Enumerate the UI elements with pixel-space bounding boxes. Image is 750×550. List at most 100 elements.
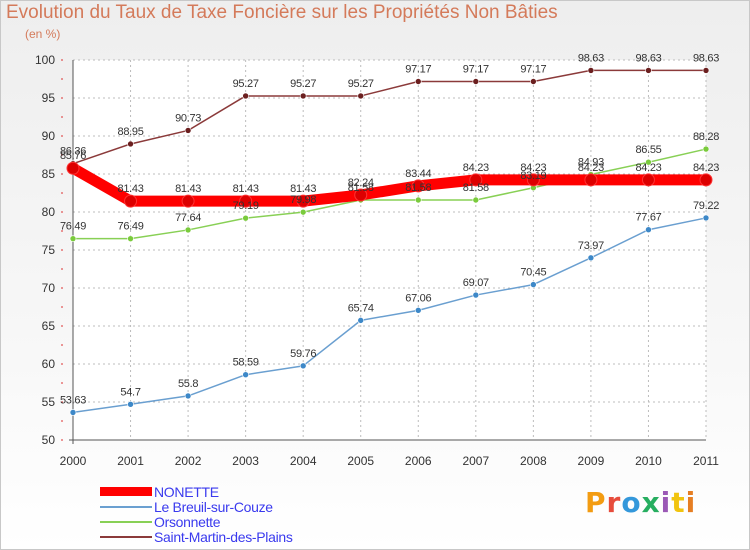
data-point-orsonnette (184, 226, 192, 234)
y-tick-label: 95 (42, 91, 56, 105)
logo-letter: P (585, 486, 607, 519)
data-label-nonette: 82.24 (348, 177, 374, 189)
data-label-le-breuil-sur-couze: 58.59 (233, 357, 259, 369)
data-point-saint-martin-des-plains (702, 67, 710, 74)
logo-letter: o (621, 486, 642, 519)
data-label-saint-martin-des-plains: 95.27 (290, 78, 316, 90)
data-point-nonette (66, 161, 80, 175)
data-point-saint-martin-des-plains (414, 78, 422, 85)
y-tick-label: 55 (42, 395, 56, 409)
legend-swatch-le-breuil-sur-couze (100, 505, 152, 508)
data-point-nonette (584, 173, 598, 187)
x-tick-label: 2008 (520, 454, 547, 468)
legend-label-le-breuil-sur-couze: Le Breuil-sur-Couze (154, 498, 273, 515)
legend-item-saint-martin-des-plains: Saint-Martin-des-Plains (100, 528, 293, 545)
data-point-le-breuil-sur-couze (587, 254, 595, 262)
data-label-saint-martin-des-plains: 95.27 (348, 78, 374, 90)
data-point-le-breuil-sur-couze (299, 362, 307, 370)
data-point-nonette (641, 173, 655, 187)
data-point-le-breuil-sur-couze (530, 281, 537, 288)
data-label-saint-martin-des-plains: 88.95 (118, 126, 144, 138)
x-tick-label: 2002 (175, 454, 202, 468)
data-point-nonette (124, 194, 138, 208)
data-label-saint-martin-des-plains: 98.63 (578, 52, 604, 64)
data-point-nonette (469, 173, 483, 187)
data-label-le-breuil-sur-couze: 73.97 (578, 240, 604, 252)
y-tick-label: 65 (42, 319, 56, 333)
data-point-nonette (296, 194, 310, 208)
x-tick-label: 2011 (693, 454, 719, 468)
data-point-saint-martin-des-plains (472, 78, 480, 85)
data-label-orsonnette: 83.19 (520, 170, 546, 182)
x-tick-label: 2004 (290, 454, 317, 468)
data-point-saint-martin-des-plains (242, 92, 249, 100)
y-tick-label: 60 (42, 357, 56, 371)
data-label-le-breuil-sur-couze: 70.45 (520, 267, 546, 279)
data-point-orsonnette (645, 158, 652, 166)
data-point-saint-martin-des-plains (127, 140, 134, 148)
x-tick-label: 2003 (232, 454, 259, 468)
y-tick-label: 75 (42, 243, 56, 257)
data-point-le-breuil-sur-couze (357, 317, 365, 324)
data-label-saint-martin-des-plains: 86.36 (60, 146, 86, 158)
legend: NONETTE Le Breuil-sur-Couze Orsonnette S… (100, 483, 293, 545)
data-point-le-breuil-sur-couze (472, 291, 480, 299)
y-tick-label: 50 (42, 433, 56, 447)
data-label-le-breuil-sur-couze: 69.07 (463, 277, 489, 289)
data-label-nonette: 83.44 (405, 168, 431, 180)
data-label-nonette: 81.43 (175, 183, 201, 195)
data-point-le-breuil-sur-couze (242, 371, 249, 379)
data-point-le-breuil-sur-couze (127, 400, 134, 408)
data-point-orsonnette (299, 208, 307, 216)
data-point-le-breuil-sur-couze (69, 409, 77, 416)
x-tick-label: 2005 (347, 454, 374, 468)
x-tick-label: 2000 (60, 454, 87, 468)
data-label-nonette: 81.43 (118, 183, 144, 195)
data-point-orsonnette (127, 235, 134, 242)
data-label-saint-martin-des-plains: 98.63 (635, 52, 661, 64)
data-label-orsonnette: 86.55 (635, 144, 661, 156)
data-point-orsonnette (472, 196, 480, 204)
data-label-saint-martin-des-plains: 97.17 (405, 64, 431, 76)
data-label-le-breuil-sur-couze: 65.74 (348, 302, 374, 314)
legend-label-saint-martin-des-plains: Saint-Martin-des-Plains (154, 528, 293, 545)
y-tick-label: 90 (42, 129, 56, 143)
data-point-le-breuil-sur-couze (414, 307, 422, 314)
chart-title: Evolution du Taux de Taxe Foncière sur l… (6, 2, 558, 23)
x-tick-label: 2001 (117, 454, 144, 468)
data-point-le-breuil-sur-couze (645, 226, 652, 234)
y-tick-label: 70 (42, 281, 56, 295)
legend-item-orsonnette: Orsonnette (100, 513, 293, 530)
data-point-le-breuil-sur-couze (702, 214, 710, 222)
data-label-nonette: 84.23 (520, 162, 546, 174)
data-label-le-breuil-sur-couze: 54.7 (120, 386, 140, 398)
data-point-saint-martin-des-plains (357, 92, 365, 100)
legend-swatch-orsonnette (100, 520, 152, 523)
data-point-orsonnette (69, 235, 77, 242)
data-label-orsonnette: 77.64 (175, 212, 201, 224)
data-label-orsonnette: 79.19 (233, 200, 259, 212)
legend-item-le-breuil-sur-couze: Le Breuil-sur-Couze (100, 498, 293, 515)
data-label-orsonnette: 79.98 (290, 194, 316, 206)
data-label-saint-martin-des-plains: 97.17 (463, 64, 489, 76)
x-tick-label: 2009 (578, 454, 605, 468)
legend-label-nonette: NONETTE (154, 483, 219, 500)
data-label-le-breuil-sur-couze: 79.22 (693, 200, 719, 212)
data-label-saint-martin-des-plains: 97.17 (520, 64, 546, 76)
data-label-nonette: 85.76 (60, 150, 86, 162)
data-label-orsonnette: 84.93 (578, 157, 604, 169)
data-label-nonette: 81.43 (233, 183, 259, 195)
data-point-nonette (526, 173, 540, 187)
data-label-le-breuil-sur-couze: 59.76 (290, 348, 316, 360)
data-label-orsonnette: 81.58 (463, 182, 489, 194)
data-point-nonette (354, 188, 368, 202)
data-point-nonette (411, 179, 425, 193)
data-label-le-breuil-sur-couze: 55.8 (178, 378, 198, 390)
data-point-nonette (181, 194, 195, 208)
data-point-saint-martin-des-plains (184, 127, 192, 134)
data-label-nonette: 84.23 (693, 162, 719, 174)
y-tick-label: 100 (35, 53, 55, 67)
legend-label-orsonnette: Orsonnette (154, 513, 221, 530)
data-point-saint-martin-des-plains (645, 67, 652, 74)
data-label-orsonnette: 81.58 (348, 182, 374, 194)
